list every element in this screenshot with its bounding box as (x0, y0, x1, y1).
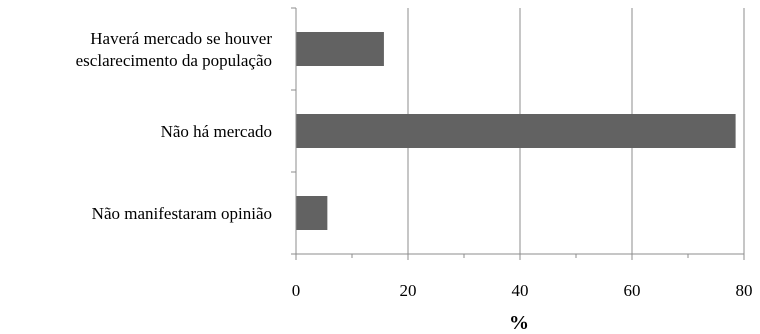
x-tick-label-40: 40 (512, 281, 529, 300)
x-axis-title: % (509, 312, 529, 334)
bar-1 (296, 32, 384, 66)
category-label-line: esclarecimento da população (76, 51, 272, 70)
x-tick-label-0: 0 (292, 281, 301, 300)
x-tick-label-80: 80 (736, 281, 753, 300)
category-label-2: Não há mercado (161, 122, 272, 141)
category-label-line: Não manifestaram opinião (92, 204, 272, 223)
bar-3 (296, 196, 328, 230)
category-label-1: Haverá mercado se houver esclarecimento d… (76, 29, 273, 70)
x-tick-labels: 0 20 40 60 80 (292, 281, 753, 300)
category-label-3: Não manifestaram opinião (92, 204, 272, 223)
category-label-line: Não há mercado (161, 122, 272, 141)
bars (296, 32, 736, 230)
category-labels: Haverá mercado se houver esclarecimento d… (76, 29, 273, 223)
bar-2 (296, 114, 736, 148)
x-tick-label-60: 60 (624, 281, 641, 300)
axes (291, 7, 745, 260)
x-tick-label-20: 20 (400, 281, 417, 300)
category-label-line: Haverá mercado se houver (90, 29, 272, 48)
